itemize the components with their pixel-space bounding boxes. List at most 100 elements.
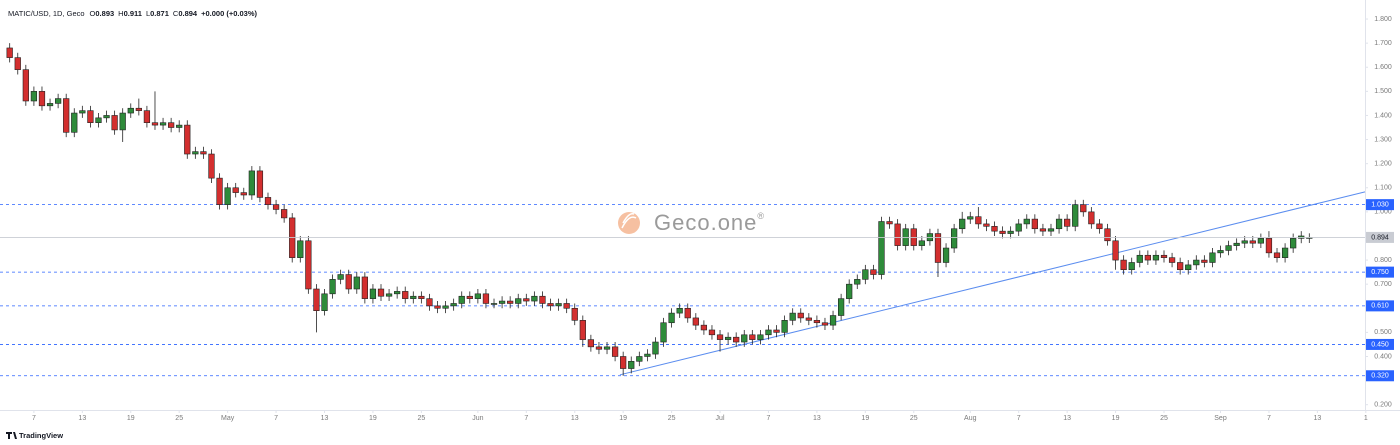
candle-body: [587, 339, 595, 348]
candle-body: [894, 223, 901, 246]
candle-body: [1257, 238, 1264, 244]
candle-body: [1168, 257, 1176, 263]
x-tick-label: 25: [668, 415, 676, 422]
x-tick-label: Sep: [1214, 415, 1227, 422]
candle-body: [369, 288, 377, 299]
candle-body: [143, 110, 151, 123]
candle-body: [168, 122, 175, 128]
candle-body: [708, 329, 716, 336]
candle-body: [829, 315, 837, 326]
candle-body: [789, 312, 796, 321]
brand: TradingView: [6, 431, 63, 440]
candle-body: [603, 346, 611, 350]
price-label-box: [1366, 231, 1394, 243]
candle-body: [773, 329, 780, 333]
x-tick-label: 19: [861, 415, 869, 422]
x-tick-label: 13: [321, 415, 329, 422]
candle-body: [95, 117, 102, 123]
candle-body: [700, 324, 708, 331]
candle-body: [813, 320, 821, 324]
candle-body: [176, 124, 183, 128]
y-tick-label: 1.300: [1374, 136, 1392, 143]
candle-body: [71, 112, 78, 133]
candle-body: [636, 356, 643, 362]
candle-body: [757, 334, 764, 340]
y-tick-label: 0.500: [1374, 329, 1392, 336]
candle-body: [297, 240, 304, 258]
candle-body: [6, 47, 13, 58]
watermark: Geco.one®: [618, 210, 765, 235]
candle-body: [781, 320, 788, 333]
candle-body: [313, 288, 320, 311]
candle-body: [571, 307, 578, 321]
candle-body: [232, 187, 239, 193]
candle-body: [103, 115, 110, 119]
candle-body: [1265, 238, 1273, 254]
candle-body: [1185, 264, 1192, 271]
candle-body: [482, 293, 490, 304]
candle-body: [918, 240, 925, 246]
candle-body: [1047, 228, 1055, 232]
candle-body: [942, 247, 950, 263]
y-tick-label: 1.200: [1374, 161, 1392, 168]
change: +0.000 (+0.03%): [201, 9, 257, 18]
candle-body: [46, 103, 54, 107]
candle-body: [951, 228, 958, 249]
candle-body: [442, 305, 449, 309]
candle-body: [1209, 252, 1216, 263]
watermark-mark: ®: [757, 211, 765, 221]
x-tick-label: 19: [1112, 415, 1120, 422]
y-tick-label: 0.400: [1374, 353, 1392, 360]
candle-body: [345, 274, 352, 290]
candle-body: [1128, 262, 1135, 271]
candle-body: [837, 298, 845, 316]
candle-body: [716, 334, 724, 340]
level-label: 0.610: [1371, 303, 1389, 310]
candle-body: [749, 334, 756, 340]
candle-body: [1136, 254, 1143, 263]
candle-body: [1072, 204, 1079, 227]
candle-body: [1144, 254, 1151, 261]
candle-body: [1039, 228, 1047, 232]
candle-body: [959, 218, 966, 230]
candle-body: [1096, 223, 1103, 230]
candle-body: [22, 69, 29, 102]
candle-body: [224, 187, 231, 205]
candle-body: [1193, 259, 1200, 266]
candle-body: [135, 107, 142, 111]
candle-body: [684, 307, 691, 319]
candle-body: [38, 91, 46, 107]
candle-body: [329, 279, 336, 295]
candle-body: [200, 151, 207, 155]
candle-body: [79, 110, 86, 114]
high-label: H: [118, 9, 123, 18]
candle-body: [159, 122, 167, 126]
x-tick-label: May: [221, 415, 235, 422]
candle-body: [611, 346, 619, 357]
candle-body: [1290, 238, 1297, 249]
price-label: 0.894: [1371, 234, 1389, 241]
candle-body: [975, 216, 982, 225]
candle-body: [450, 303, 457, 307]
x-tick-label: 13: [813, 415, 821, 422]
levels: 1.030 0.750 0.610 0.450 0.320: [0, 199, 1394, 382]
high-value: 0.911: [124, 9, 142, 18]
candle-body: [579, 320, 586, 340]
x-tick-label: 19: [619, 415, 627, 422]
y-tick-label: 0.800: [1374, 257, 1392, 264]
y-tick-label: 0.200: [1374, 402, 1392, 409]
candles: 0.894: [0, 43, 1394, 376]
level-label: 0.320: [1371, 373, 1389, 380]
candle-body: [741, 334, 748, 343]
candle-body: [1225, 245, 1232, 251]
candle-body: [539, 295, 546, 304]
candle-body: [676, 307, 683, 314]
candle-body: [1080, 204, 1087, 213]
candle-body: [1104, 228, 1111, 242]
candle-body: [1160, 254, 1168, 258]
candle-body: [1023, 218, 1030, 225]
candle-body: [1273, 252, 1281, 258]
close-value: 0.894: [178, 9, 198, 18]
